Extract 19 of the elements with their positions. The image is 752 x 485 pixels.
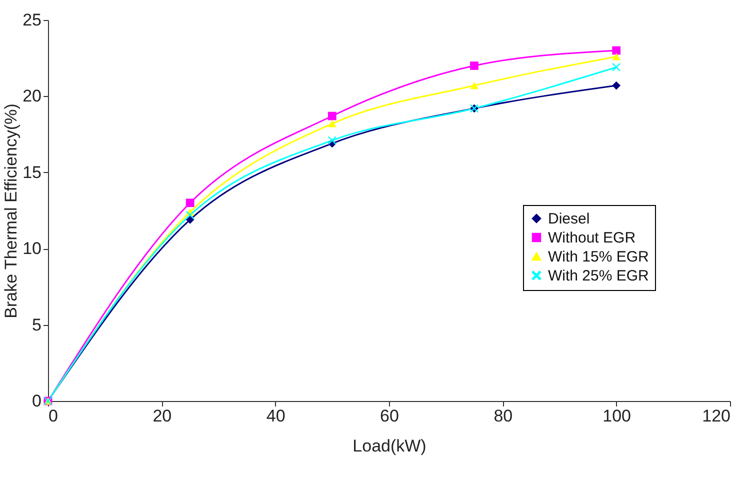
y-axis-title: Brake Thermal Efficiency(%) xyxy=(2,104,21,318)
x-tick-label: 60 xyxy=(380,406,399,426)
x-tick-label: 20 xyxy=(152,406,172,426)
legend-label: With 15% EGR xyxy=(548,248,650,266)
legend-label: Diesel xyxy=(548,210,590,228)
x-axis-title: Load(kW) xyxy=(352,436,426,456)
legend-label: Without EGR xyxy=(548,230,636,246)
y-tick-label: 20 xyxy=(22,86,42,106)
y-tick-label: 10 xyxy=(22,239,42,258)
y-tick-label: 15 xyxy=(22,162,42,182)
x-tick-label: 120 xyxy=(702,406,730,426)
x-tick-label: 40 xyxy=(266,406,286,426)
y-tick-label: 25 xyxy=(22,10,42,30)
x-tick-label: 0 xyxy=(48,406,58,426)
y-tick-label: 5 xyxy=(32,315,42,334)
y-tick-label: 0 xyxy=(32,392,42,410)
x-tick-label: 80 xyxy=(494,406,513,426)
legend-label: With 25% EGR xyxy=(548,268,650,284)
x-tick-label: 100 xyxy=(602,406,632,426)
